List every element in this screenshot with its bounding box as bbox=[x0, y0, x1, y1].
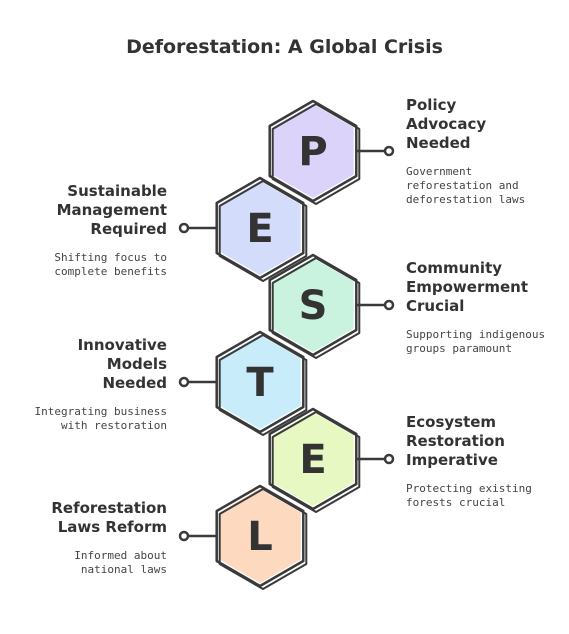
hexagon-e2: E bbox=[268, 407, 361, 513]
hexagon-t-fill bbox=[219, 335, 301, 429]
item-s: Community Empowerment Crucial Supporting… bbox=[406, 259, 556, 356]
connectors bbox=[178, 145, 395, 542]
hexagon-t-outline bbox=[215, 330, 305, 434]
item-s-heading: Community Empowerment Crucial bbox=[406, 259, 528, 315]
hexagon-p-letter: P bbox=[298, 129, 327, 175]
hexagon-e1-letter: E bbox=[246, 206, 273, 252]
item-l: Reforestation Laws Reform Informed about… bbox=[7, 499, 167, 577]
hexagon-e1-fill bbox=[219, 181, 301, 275]
hexagon-l-outline bbox=[215, 484, 305, 588]
hexagon-e2-fill bbox=[272, 412, 354, 506]
item-p-description: Government reforestation and deforestati… bbox=[406, 165, 526, 206]
hexagon-p: P bbox=[268, 99, 361, 205]
hexagon-e1: E bbox=[215, 176, 308, 282]
hexagon-e1-outline-back bbox=[218, 180, 308, 282]
item-t-description: Integrating business with restoration bbox=[34, 405, 167, 432]
item-p: Policy Advocacy Needed Government refore… bbox=[406, 96, 556, 207]
item-s-description: Supporting indigenous groups paramount bbox=[406, 328, 546, 355]
hexagon-t-outline-back bbox=[218, 334, 308, 436]
hexagon-e2-outline-back bbox=[271, 411, 361, 513]
item-e1: Sustainable Management Required Shifting… bbox=[7, 182, 167, 279]
hexagon-s: S bbox=[268, 253, 361, 359]
hexagon-l-outline-back bbox=[218, 488, 308, 590]
item-t: Innovative Models Needed Integrating bus… bbox=[7, 336, 167, 433]
hexagon-l: L bbox=[215, 484, 308, 590]
hexagon-e2-letter: E bbox=[299, 437, 326, 483]
connector-p bbox=[357, 145, 395, 157]
item-e2-description: Protecting existing forests crucial bbox=[406, 482, 532, 509]
hexagon-e1-outline bbox=[215, 176, 305, 280]
item-l-description: Informed about national laws bbox=[74, 549, 167, 576]
item-t-heading: Innovative Models Needed bbox=[77, 336, 167, 392]
connector-e2 bbox=[357, 453, 395, 465]
hexagon-l-fill bbox=[219, 489, 301, 583]
connector-e1 bbox=[178, 222, 216, 234]
hexagon-p-fill bbox=[272, 104, 354, 198]
hexagon-t-letter: T bbox=[246, 360, 274, 406]
item-e2: Ecosystem Restoration Imperative Protect… bbox=[406, 413, 556, 510]
item-l-heading: Reforestation Laws Reform bbox=[51, 499, 167, 536]
hexagon-e2-outline bbox=[268, 407, 358, 511]
hexagon-p-outline-back bbox=[271, 103, 361, 205]
hexagon-s-outline bbox=[268, 253, 358, 357]
item-e1-heading: Sustainable Management Required bbox=[56, 182, 167, 238]
hexagon-s-fill bbox=[272, 258, 354, 352]
connector-s bbox=[357, 299, 395, 311]
diagram-title: Deforestation: A Global Crisis bbox=[126, 36, 443, 58]
connector-t bbox=[178, 376, 216, 388]
hexagon-t: T bbox=[215, 330, 308, 436]
item-e2-heading: Ecosystem Restoration Imperative bbox=[406, 413, 505, 469]
hexagon-s-letter: S bbox=[299, 283, 328, 329]
item-p-heading: Policy Advocacy Needed bbox=[406, 96, 487, 152]
hexagon-p-outline bbox=[268, 99, 358, 203]
connector-l bbox=[178, 530, 216, 542]
hexagon-l-letter: L bbox=[247, 514, 273, 560]
hexagon-s-outline-back bbox=[271, 257, 361, 359]
item-e1-description: Shifting focus to complete benefits bbox=[54, 251, 167, 278]
